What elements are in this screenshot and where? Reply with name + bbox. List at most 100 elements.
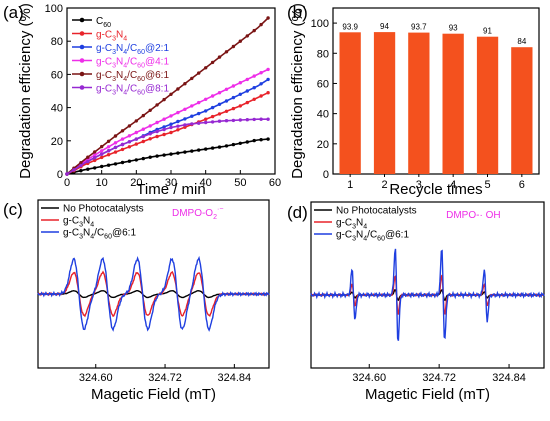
a-legend-label-2-part-5: 60 xyxy=(137,49,145,56)
a-series-3-point-23 xyxy=(224,87,229,92)
a-series-2-point-21 xyxy=(210,105,215,110)
a-series-3-point-20 xyxy=(204,97,208,102)
a-series-2-point-28 xyxy=(259,82,263,86)
a-series-3-point-26 xyxy=(245,77,249,82)
a-series-4-point-23 xyxy=(224,50,229,54)
a-series-4-point-3 xyxy=(86,155,90,159)
a-series-0-point-29 xyxy=(266,137,270,141)
a-series-5-point-0 xyxy=(65,172,69,176)
a-series-5-point-3 xyxy=(86,159,90,164)
b-bar-value-label-0: 93.9 xyxy=(342,22,358,31)
b-y-tick-label-2: 40 xyxy=(317,109,329,121)
a-series-4-point-26 xyxy=(245,34,249,38)
b-bar-4 xyxy=(476,36,499,175)
a-series-0-point-21 xyxy=(210,146,215,150)
a-series-0-point-7 xyxy=(113,162,118,166)
a-legend-label-5-part-0: g-C xyxy=(96,84,112,95)
a-series-1-point-21 xyxy=(210,114,215,119)
a-series-0-point-16 xyxy=(176,151,180,155)
a-series-5-point-21 xyxy=(210,120,215,124)
b-y-tick-label-3: 60 xyxy=(317,78,329,90)
a-legend-label-3-part-4: /C xyxy=(127,57,137,68)
a-y-axis-title: Degradation efficiency (%) xyxy=(17,3,34,179)
c-legend-label-1-part-0: g-C xyxy=(63,216,79,227)
a-series-4-point-21 xyxy=(210,60,215,65)
a-x-tick-label-0: 0 xyxy=(64,177,70,189)
c-legend-label-2-part-6: @6:1 xyxy=(112,228,136,239)
a-series-3-point-24 xyxy=(231,84,236,88)
c-legend-label-2-part-1: 3 xyxy=(79,234,83,241)
a-series-3-point-27 xyxy=(252,74,256,78)
a-series-5-point-4 xyxy=(93,156,97,160)
a-series-4-point-17 xyxy=(183,82,187,86)
a-legend-label-4: g-C3N4/C60@6:1 xyxy=(96,70,169,83)
a-series-4-point-2 xyxy=(79,161,83,165)
c-series-2-line xyxy=(37,255,270,332)
a-series-4-point-27 xyxy=(252,28,256,33)
a-series-0-point-4 xyxy=(93,166,97,170)
c-legend-label-2-part-4: /C xyxy=(94,228,104,239)
a-series-5-point-15 xyxy=(169,125,173,130)
c-legend-label-2: g-C3N4/C60@6:1 xyxy=(63,228,136,241)
a-series-1-point-14 xyxy=(162,132,166,137)
a-series-3-point-19 xyxy=(197,100,201,105)
a-series-4-point-6 xyxy=(106,139,111,143)
c-x-axis-title: Magetic Field (mT) xyxy=(91,386,216,403)
c-legend-label-2-part-5: 60 xyxy=(104,234,112,241)
panel-b-bar-chart: 0 20 40 60 80 100 93.9 1 94 2 93.7 3 93 4 91 5 84 6 Recycl… xyxy=(289,3,540,198)
b-bar-5 xyxy=(511,47,533,175)
a-series-2-point-16 xyxy=(176,119,180,124)
a-series-4-point-22 xyxy=(217,55,222,59)
b-x-tick-label-1: 2 xyxy=(381,179,387,191)
b-bar-value-label-2: 93.7 xyxy=(411,23,427,32)
a-series-4-point-9 xyxy=(127,124,132,128)
c-x-tick-label-0: 324.60 xyxy=(79,372,113,384)
d-legend-label-2-part-4: /C xyxy=(367,230,377,241)
a-legend-label-0-part-1: 60 xyxy=(103,22,111,29)
a-series-3-point-8 xyxy=(120,137,125,141)
a-series-3-point-13 xyxy=(155,120,159,125)
a-series-0-point-6 xyxy=(106,163,111,167)
a-legend-label-1: g-C3N4 xyxy=(96,30,127,43)
a-series-5-point-20 xyxy=(204,120,208,125)
b-y-tick-label-5: 100 xyxy=(311,18,329,30)
a-series-2-point-27 xyxy=(252,86,256,90)
a-series-1-point-6 xyxy=(106,153,111,157)
a-series-2-point-24 xyxy=(231,95,236,100)
b-y-tick-label-1: 20 xyxy=(317,139,329,151)
a-legend-label-3-part-6: @4:1 xyxy=(145,57,169,68)
c-plot-frame xyxy=(37,199,270,369)
a-series-0-point-19 xyxy=(197,148,201,152)
a-legend-label-5-part-6: @8:1 xyxy=(145,84,169,95)
a-series-5-point-16 xyxy=(176,124,180,128)
b-x-tick-label-3: 4 xyxy=(450,179,456,191)
a-legend-marker-2 xyxy=(79,44,85,50)
a-legend-label-1-part-1: 3 xyxy=(112,36,116,43)
a-series-0-point-15 xyxy=(169,152,173,156)
d-legend-label-2-part-0: g-C xyxy=(336,230,352,241)
panel-letter-a: (a) xyxy=(3,3,24,22)
a-series-3-point-10 xyxy=(134,130,138,135)
a-series-2-point-20 xyxy=(204,109,208,113)
a-series-0-point-18 xyxy=(190,149,194,153)
a-legend-marker-0 xyxy=(79,17,85,23)
b-bar-1 xyxy=(373,32,396,174)
d-legend-label-2-part-3: 4 xyxy=(363,236,367,243)
a-series-1-point-9 xyxy=(127,145,132,149)
a-series-5-point-7 xyxy=(113,145,118,150)
a-series-5-line xyxy=(66,118,269,175)
a-legend-label-4-part-5: 60 xyxy=(137,76,145,83)
b-bar-value-label-5: 84 xyxy=(517,37,526,46)
b-bar-value-label-3: 93 xyxy=(449,24,458,33)
a-series-1-point-22 xyxy=(217,112,222,116)
b-bar-0 xyxy=(339,32,361,174)
a-series-5-point-6 xyxy=(106,149,111,153)
a-legend-label-0-part-0: C xyxy=(96,16,103,27)
a-series-0-point-14 xyxy=(162,153,166,157)
c-x-tick-label-2: 324.84 xyxy=(218,372,252,384)
d-x-tick-label-0: 324.60 xyxy=(352,372,386,384)
a-legend-label-5-part-1: 3 xyxy=(112,90,116,97)
a-series-3-point-29 xyxy=(266,67,270,72)
